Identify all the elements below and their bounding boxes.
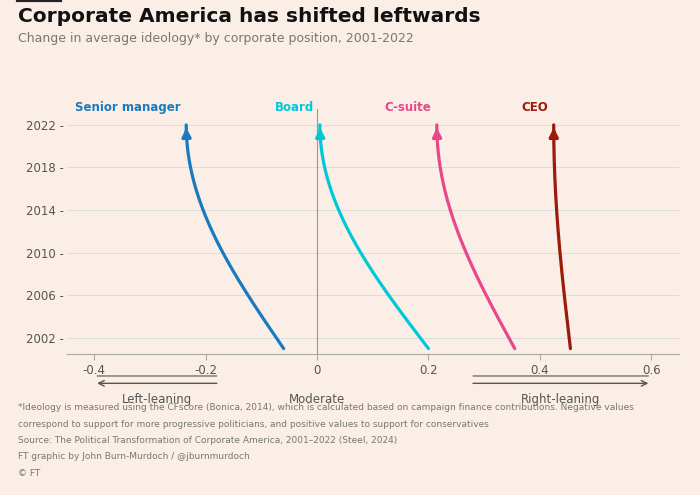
Text: FT graphic by John Burn-Murdoch / @jburnmurdoch: FT graphic by John Burn-Murdoch / @jburn… xyxy=(18,452,249,461)
Text: © FT: © FT xyxy=(18,469,40,478)
Text: correspond to support for more progressive politicians, and positive values to s: correspond to support for more progressi… xyxy=(18,420,489,429)
Text: Moderate: Moderate xyxy=(289,393,345,406)
Text: CEO: CEO xyxy=(522,101,548,114)
Text: Senior manager: Senior manager xyxy=(75,101,181,114)
Text: *Ideology is measured using the CFscore (Bonica, 2014), which is calculated base: *Ideology is measured using the CFscore … xyxy=(18,403,634,412)
Text: Corporate America has shifted leftwards: Corporate America has shifted leftwards xyxy=(18,7,480,26)
Text: Left-leaning: Left-leaning xyxy=(122,393,192,406)
Text: Board: Board xyxy=(275,101,314,114)
Text: C-suite: C-suite xyxy=(384,101,431,114)
Text: Right-leaning: Right-leaning xyxy=(521,393,601,406)
Text: Change in average ideology* by corporate position, 2001-2022: Change in average ideology* by corporate… xyxy=(18,32,413,45)
Text: Source: The Political Transformation of Corporate America, 2001–2022 (Steel, 202: Source: The Political Transformation of … xyxy=(18,436,397,445)
